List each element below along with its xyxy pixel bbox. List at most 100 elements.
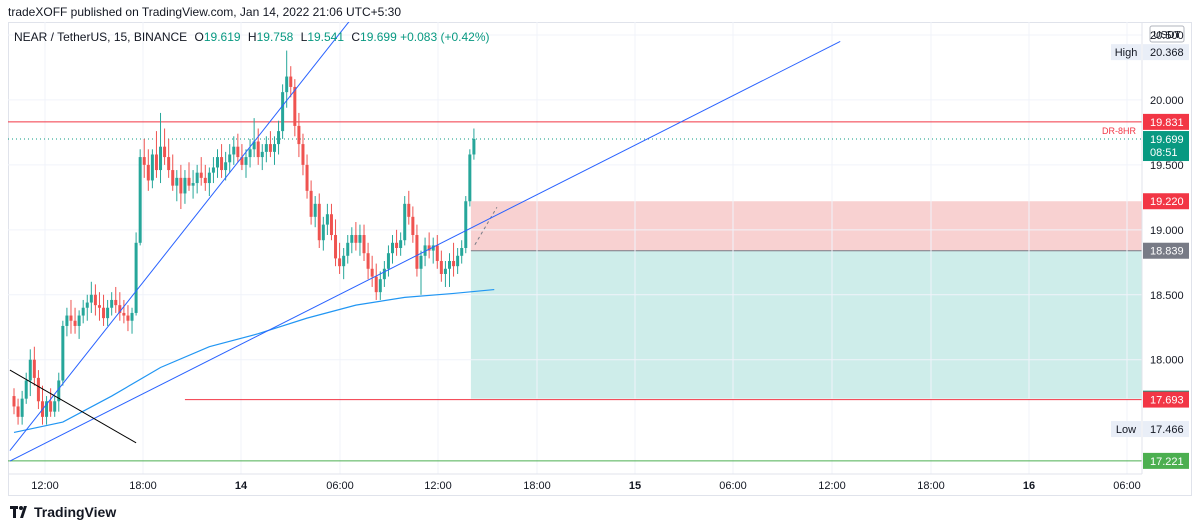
candle-body [216,157,219,168]
candle [183,170,187,204]
candle-body [435,245,439,261]
candle [382,260,386,287]
candle [346,235,350,264]
change-value: +0.083 (+0.42%) [400,30,490,44]
candle-body [179,177,183,194]
candle-body [110,299,114,308]
candle [126,305,130,332]
candle [118,292,122,321]
candle [146,149,150,191]
candle-body [220,157,224,171]
open-value: 19.619 [203,30,241,44]
range-label-high: High 20.368 [1111,44,1189,61]
candle-body [399,240,403,248]
candle [85,294,89,321]
candle [73,307,77,334]
candle-body [447,260,451,269]
candle-body [195,172,199,184]
candle-body [118,305,122,313]
range-value-box [1143,44,1189,61]
candle [447,253,451,287]
time-tick-label: 18:00 [917,480,945,492]
price-tick-label: 20.000 [1150,95,1184,107]
candle-body [256,141,260,158]
candle [309,180,313,225]
candle-body [452,260,456,267]
candle [77,310,81,339]
candle [252,118,256,158]
symbol-name: NEAR / TetherUS, 15, BINANCE [14,30,188,44]
candle-body [386,253,390,269]
candle [411,206,415,243]
candle [395,229,399,256]
candle-body [268,144,272,152]
candle [211,157,215,184]
candle [53,396,57,417]
candle-body [427,245,431,251]
take-profit-zone [470,250,1142,399]
price-tick-label: 20.500 [1150,30,1184,42]
candle [228,144,232,173]
candle-body [28,359,32,381]
candle-body [159,146,163,171]
candle [460,240,464,264]
symbol-legend: NEAR / TetherUS, 15, BINANCE O19.619 H19… [14,30,490,44]
candle-body [297,125,301,145]
candle [179,164,183,210]
candle [325,203,329,236]
price-label-box [1143,452,1189,469]
candle [142,138,146,178]
candle [285,50,289,108]
price-label-text: 19.831 [1150,117,1184,129]
range-value-box [1143,421,1189,438]
candle [277,120,281,155]
candle-body [167,157,171,171]
candle [443,260,447,287]
range-label-low: Low 17.466 [1111,421,1189,438]
candle-body [334,235,338,259]
close-label: C [351,30,361,44]
candle [431,237,435,264]
candle [81,299,85,324]
price-tick-label: 19.500 [1150,160,1184,172]
candle [297,112,301,158]
candle-body [439,260,443,274]
time-tick-label: 12:00 [818,480,846,492]
candle [260,144,264,171]
candle-body [362,235,366,254]
candle [374,263,378,300]
candle-body [236,146,240,158]
price-label-text: 17.221 [1150,456,1184,468]
candle [293,79,297,137]
candle-body [106,307,110,319]
candle [187,162,191,191]
candle-body [207,172,211,184]
time-tick-label: 14 [235,480,248,492]
candle [419,250,423,295]
candle-body [358,235,362,243]
candle-body [142,157,146,165]
candle [195,164,199,194]
candle [171,154,175,191]
stop-loss-zone [470,201,1142,251]
candle-body [32,359,36,378]
low-value: 19.541 [307,30,345,44]
candle-body [248,149,252,158]
candle-body [134,242,138,313]
candle-body [366,253,370,269]
candle-body [378,279,382,293]
candle [289,66,293,98]
candle [130,307,134,334]
candle [224,151,228,181]
candle-body [224,162,228,171]
high-label: H [247,30,257,44]
range-value: 20.368 [1150,47,1184,59]
candle-body [460,248,464,256]
candle-body [191,183,195,186]
price-label-box [1143,193,1189,210]
candle [362,224,366,261]
candle [468,149,472,207]
candle-body [277,131,281,145]
